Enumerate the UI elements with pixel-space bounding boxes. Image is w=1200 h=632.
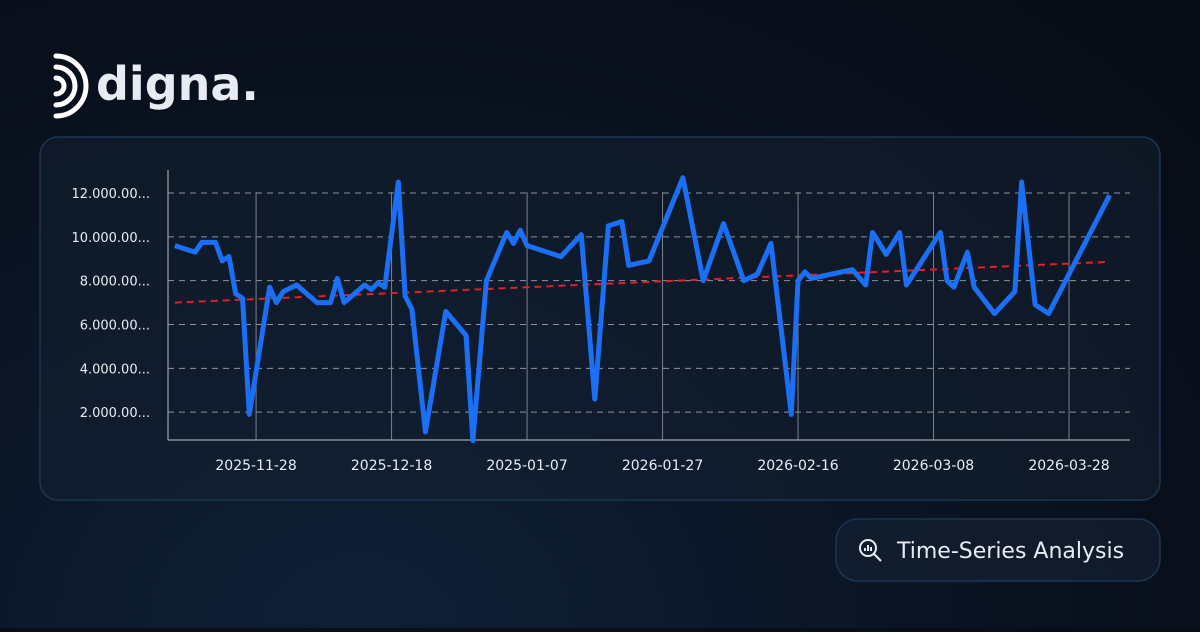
plot: 2.000.00... 4.000.00... 6.000.00... 8.000.0… <box>71 170 1130 474</box>
logo-icon <box>53 53 89 119</box>
x-tick-label: 2025-01-07 <box>486 458 567 474</box>
brand: digna. <box>96 57 259 111</box>
series-line <box>174 175 1112 444</box>
x-tick-label: 2025-12-18 <box>351 458 432 474</box>
x-tick-label: 2026-03-08 <box>893 458 974 474</box>
x-tick-label: 2026-01-27 <box>622 458 703 474</box>
y-tick-label: 2.000.00... <box>80 406 150 421</box>
y-tick-label: 4.000.00... <box>80 362 150 377</box>
y-tick-label: 6.000.00... <box>80 319 150 334</box>
badge-icon <box>859 539 882 562</box>
y-tick-label: 10.000.00... <box>71 231 150 246</box>
x-tick-label: 2025-11-28 <box>215 458 296 474</box>
x-tick-label: 2026-03-28 <box>1028 458 1109 474</box>
x-tick-label: 2026-02-16 <box>757 458 838 474</box>
y-tick-label: 8.000.00... <box>80 275 150 290</box>
badge-text: Time-Series Analysis <box>896 539 1124 564</box>
y-tick-label: 12.000.00... <box>71 187 150 202</box>
badge-box <box>835 518 1161 582</box>
